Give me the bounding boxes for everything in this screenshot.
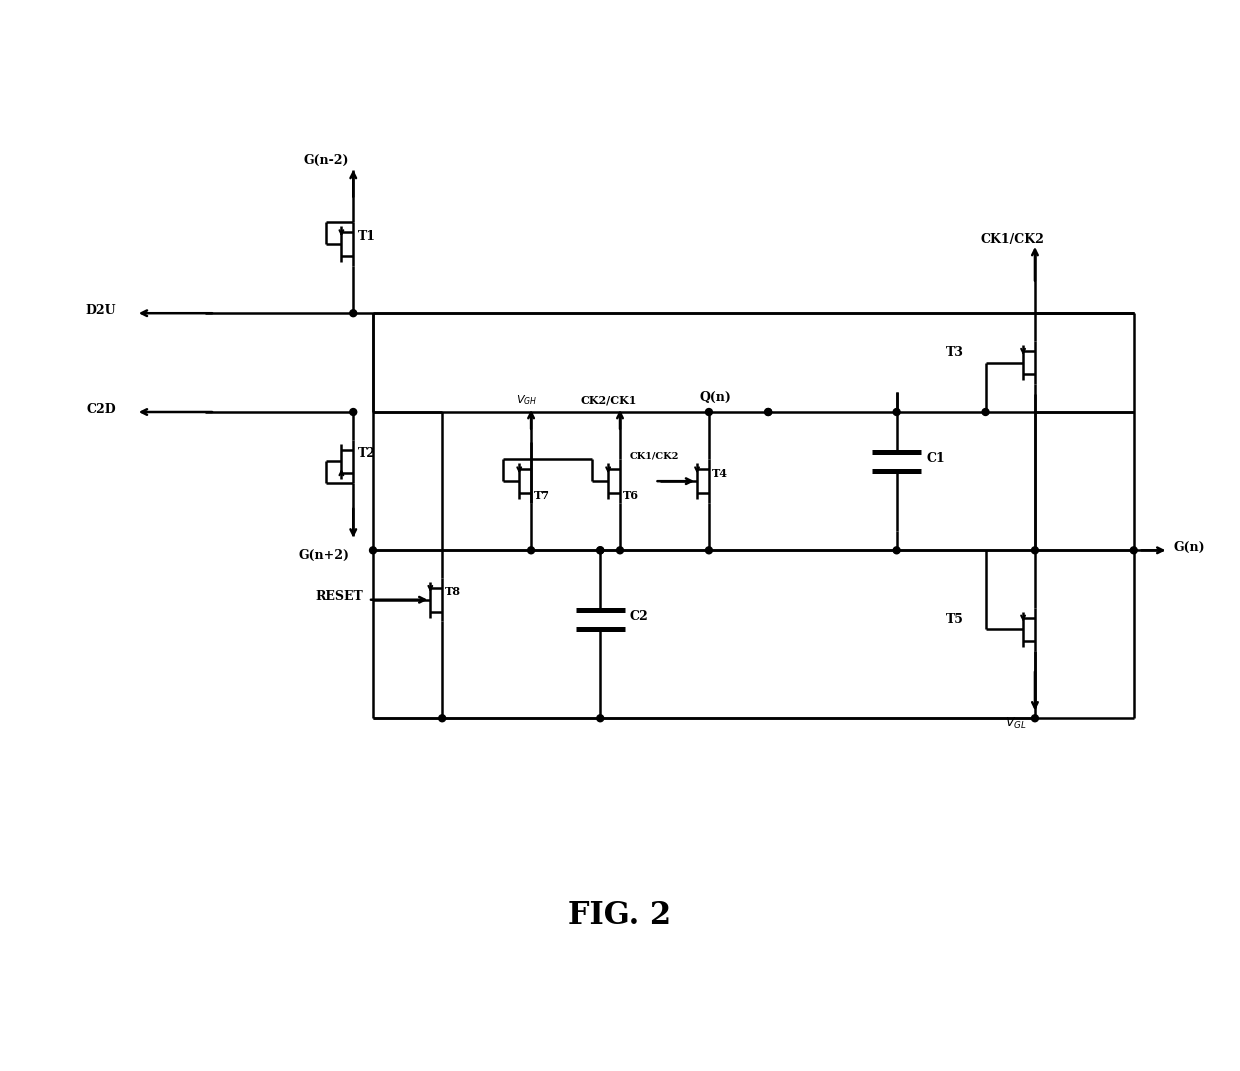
Text: G(n): G(n) (1173, 541, 1205, 554)
Circle shape (765, 408, 771, 416)
Text: T7: T7 (534, 491, 551, 501)
Text: FIG. 2: FIG. 2 (568, 901, 672, 932)
Circle shape (439, 714, 445, 722)
Text: G(n-2): G(n-2) (304, 153, 350, 167)
Text: CK1/CK2: CK1/CK2 (630, 452, 680, 461)
Circle shape (1131, 547, 1137, 554)
Text: C2: C2 (630, 610, 649, 623)
Circle shape (706, 408, 712, 416)
Circle shape (706, 547, 712, 554)
Text: CK1/CK2: CK1/CK2 (981, 232, 1044, 245)
Text: C1: C1 (926, 452, 945, 465)
Text: C2D: C2D (87, 403, 117, 416)
Text: $V_{GL}$: $V_{GL}$ (1006, 715, 1027, 730)
Text: CK2/CK1: CK2/CK1 (580, 394, 637, 406)
Circle shape (616, 547, 624, 554)
Text: Q(n): Q(n) (699, 391, 730, 404)
Circle shape (596, 547, 604, 554)
Circle shape (596, 714, 604, 722)
Text: T5: T5 (946, 613, 963, 625)
Text: T3: T3 (946, 346, 963, 359)
Text: T6: T6 (622, 491, 639, 501)
Text: G(n+2): G(n+2) (299, 548, 350, 562)
Text: T8: T8 (445, 586, 461, 598)
Text: D2U: D2U (86, 304, 117, 317)
Circle shape (982, 408, 990, 416)
Circle shape (893, 547, 900, 554)
Circle shape (350, 408, 357, 416)
Circle shape (765, 408, 771, 416)
Text: T4: T4 (712, 468, 728, 479)
Circle shape (596, 547, 604, 554)
Text: RESET: RESET (315, 590, 363, 603)
Text: $V_{GH}$: $V_{GH}$ (516, 393, 537, 407)
Circle shape (893, 408, 900, 416)
Circle shape (1032, 547, 1038, 554)
Text: T2: T2 (358, 447, 376, 461)
Circle shape (1032, 714, 1038, 722)
Circle shape (350, 310, 357, 317)
Circle shape (528, 547, 534, 554)
Text: T1: T1 (358, 229, 376, 243)
Circle shape (370, 547, 377, 554)
